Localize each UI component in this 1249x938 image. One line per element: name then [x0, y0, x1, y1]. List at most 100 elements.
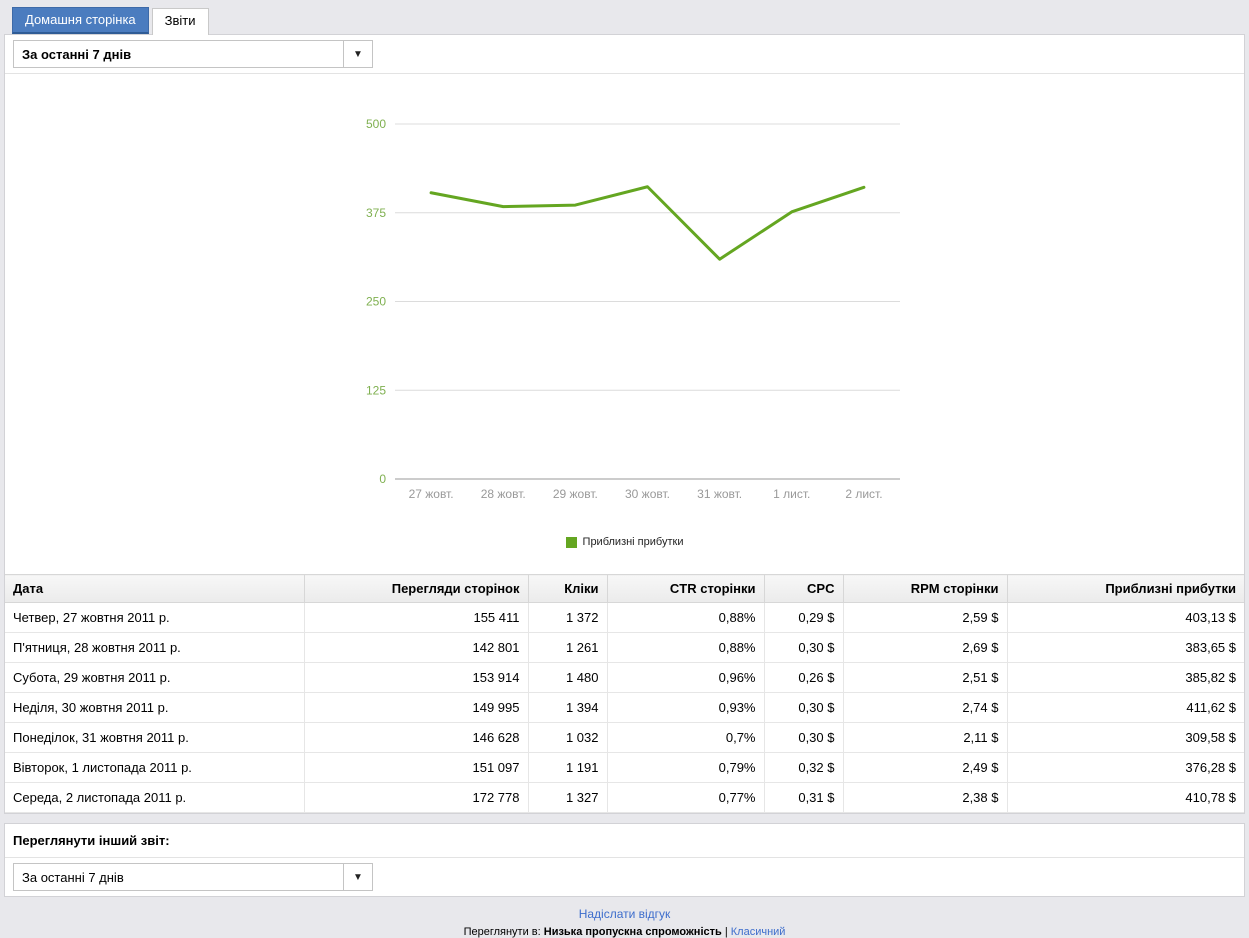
report-range-row: За останні 7 днів ▼ — [5, 35, 1244, 74]
earnings-chart: 0 125 250 375 500 27 жовт. 28 жовт. 29 жовт. 30 … — [365, 117, 900, 501]
column-header: CPC — [763, 574, 844, 603]
chevron-down-icon[interactable]: ▼ — [343, 864, 372, 890]
date-cell: Понеділок, 31 жовтня 2011 р. — [5, 722, 305, 753]
svg-text:375: 375 — [365, 206, 385, 220]
report-table-body: Четвер, 27 жовтня 2011 р. 155 411 1 372 0,8… — [5, 602, 1244, 813]
value-cell: 149 995 — [303, 692, 529, 723]
svg-text:250: 250 — [365, 295, 385, 309]
value-cell: 2,74 $ — [842, 692, 1008, 723]
svg-text:27 жовт.: 27 жовт. — [408, 487, 453, 501]
date-cell: Субота, 29 жовтня 2011 р. — [5, 662, 305, 693]
chart-area: 0 125 250 375 500 27 жовт. 28 жовт. 29 жовт. 30 … — [5, 74, 1244, 574]
value-cell: 410,78 $ — [1006, 782, 1244, 813]
value-cell: 1 191 — [527, 752, 608, 783]
report-table: Дата Перегляди сторінок Кліки CTR сторінки C… — [5, 574, 1244, 813]
feedback-link[interactable]: Надіслати відгук — [578, 907, 671, 921]
svg-text:500: 500 — [365, 117, 385, 131]
value-cell: 0,88% — [606, 632, 765, 663]
view-in-label: Переглянути в: — [463, 926, 541, 938]
table-row: Вівторок, 1 листопада 2011 р. 151 097 1 19… — [5, 752, 1244, 783]
svg-text:29 жовт.: 29 жовт. — [552, 487, 597, 501]
value-cell: 2,49 $ — [842, 752, 1008, 783]
svg-text:0: 0 — [379, 472, 386, 486]
low-bandwidth-label: Низька пропускна спроможність — [543, 926, 722, 938]
svg-text:125: 125 — [365, 383, 385, 397]
tab-home[interactable]: Домашня сторінка — [12, 7, 149, 34]
value-cell: 172 778 — [303, 782, 529, 813]
value-cell: 2,59 $ — [842, 602, 1008, 633]
value-cell: 0,26 $ — [763, 662, 844, 693]
classic-link[interactable]: Класичний — [730, 926, 786, 938]
other-report-heading: Переглянути інший звіт: — [5, 824, 1244, 858]
value-cell: 0,29 $ — [763, 602, 844, 633]
separator: | — [724, 926, 728, 938]
value-cell: 1 261 — [527, 632, 608, 663]
tab-bar: Домашня сторінка Звіти — [4, 0, 1245, 35]
chevron-down-icon[interactable]: ▼ — [343, 41, 372, 67]
value-cell: 2,51 $ — [842, 662, 1008, 693]
svg-text:28 жовт.: 28 жовт. — [480, 487, 525, 501]
value-cell: 376,28 $ — [1006, 752, 1244, 783]
column-header: Дата — [5, 574, 305, 603]
table-row: Середа, 2 листопада 2011 р. 172 778 1 327 0… — [5, 782, 1244, 813]
value-cell: 0,7% — [606, 722, 765, 753]
value-cell: 1 032 — [527, 722, 608, 753]
column-header: Кліки — [527, 574, 608, 603]
value-cell: 2,69 $ — [842, 632, 1008, 663]
value-cell: 0,30 $ — [763, 632, 844, 663]
value-cell: 0,30 $ — [763, 722, 844, 753]
value-cell: 1 480 — [527, 662, 608, 693]
value-cell: 0,88% — [606, 602, 765, 633]
value-cell: 0,79% — [606, 752, 765, 783]
table-header-row: Дата Перегляди сторінок Кліки CTR сторінки C… — [5, 574, 1244, 603]
date-cell: Неділя, 30 жовтня 2011 р. — [5, 692, 305, 723]
table-row: П'ятниця, 28 жовтня 2011 р. 142 801 1 261 0… — [5, 632, 1244, 663]
legend-swatch — [565, 536, 577, 548]
value-cell: 0,31 $ — [763, 782, 844, 813]
svg-text:31 жовт.: 31 жовт. — [697, 487, 742, 501]
view-in-row: Переглянути в: Низька пропускна спроможн… — [0, 926, 1249, 938]
value-cell: 0,93% — [606, 692, 765, 723]
value-cell: 2,11 $ — [842, 722, 1008, 753]
table-row: Субота, 29 жовтня 2011 р. 153 914 1 480 0,9… — [5, 662, 1244, 693]
value-cell: 142 801 — [303, 632, 529, 663]
tab-reports[interactable]: Звіти — [151, 8, 209, 35]
table-row: Четвер, 27 жовтня 2011 р. 155 411 1 372 0,8… — [5, 602, 1244, 633]
value-cell: 0,77% — [606, 782, 765, 813]
date-range-value: За останні 7 днів — [22, 47, 132, 62]
column-header: Приблизні прибутки — [1006, 574, 1244, 603]
date-cell: Вівторок, 1 листопада 2011 р. — [5, 752, 305, 783]
chart-legend: Приблизні прибутки — [5, 524, 1244, 570]
other-report-value: За останні 7 днів — [22, 870, 124, 885]
main-panel: За останні 7 днів ▼ 0 125 250 375 500 27 жовт… — [4, 34, 1245, 814]
date-cell: Четвер, 27 жовтня 2011 р. — [5, 602, 305, 633]
other-report-row: За останні 7 днів ▼ — [5, 858, 1244, 896]
value-cell: 155 411 — [303, 602, 529, 633]
value-cell: 1 372 — [527, 602, 608, 633]
date-range-select[interactable]: За останні 7 днів ▼ — [13, 40, 373, 68]
other-report-panel: Переглянути інший звіт: За останні 7 дні… — [4, 823, 1245, 897]
value-cell: 309,58 $ — [1006, 722, 1244, 753]
table-row: Неділя, 30 жовтня 2011 р. 149 995 1 394 0,9… — [5, 692, 1244, 723]
value-cell: 153 914 — [303, 662, 529, 693]
value-cell: 151 097 — [303, 752, 529, 783]
value-cell: 2,38 $ — [842, 782, 1008, 813]
legend-label: Приблизні прибутки — [582, 536, 684, 548]
value-cell: 146 628 — [303, 722, 529, 753]
value-cell: 0,30 $ — [763, 692, 844, 723]
svg-text:30 жовт.: 30 жовт. — [625, 487, 670, 501]
other-report-select[interactable]: За останні 7 днів ▼ — [13, 863, 373, 891]
svg-text:2 лист.: 2 лист. — [845, 487, 882, 501]
table-row: Понеділок, 31 жовтня 2011 р. 146 628 1 032… — [5, 722, 1244, 753]
date-cell: Середа, 2 листопада 2011 р. — [5, 782, 305, 813]
value-cell: 411,62 $ — [1006, 692, 1244, 723]
column-header: RPM сторінки — [842, 574, 1008, 603]
column-header: CTR сторінки — [606, 574, 765, 603]
value-cell: 385,82 $ — [1006, 662, 1244, 693]
value-cell: 383,65 $ — [1006, 632, 1244, 663]
footer: Надіслати відгук Переглянути в: Низька п… — [0, 897, 1249, 938]
value-cell: 403,13 $ — [1006, 602, 1244, 633]
value-cell: 1 394 — [527, 692, 608, 723]
column-header: Перегляди сторінок — [303, 574, 529, 603]
value-cell: 0,96% — [606, 662, 765, 693]
